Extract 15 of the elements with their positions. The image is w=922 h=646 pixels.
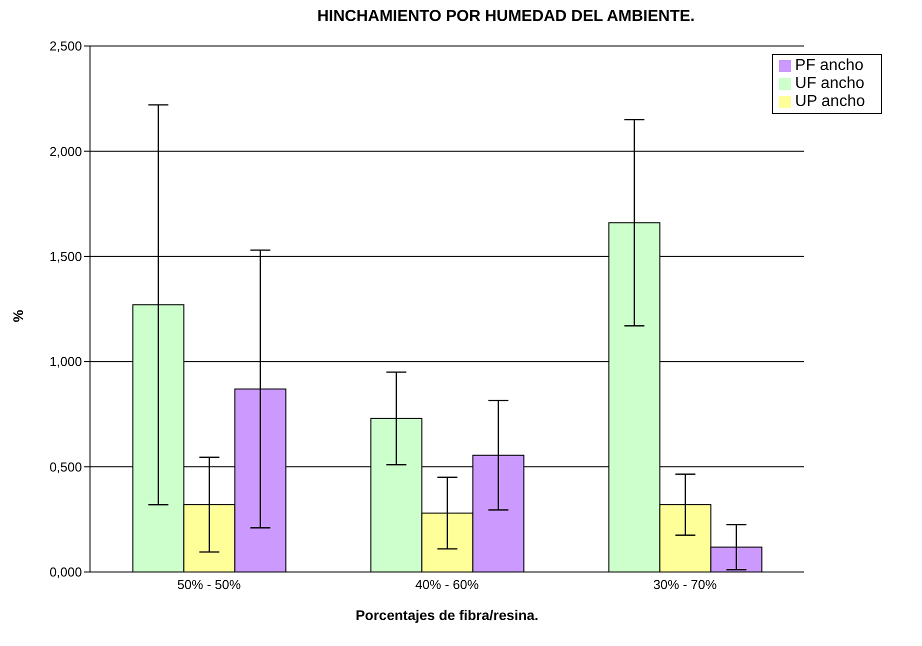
x-tick-label: 30% - 70% [653,577,718,592]
y-tick-label: 2,500 [49,38,82,54]
x-tick-label: 50% - 50% [177,577,242,592]
x-axis-title: Porcentajes de fibra/resina. [356,607,538,623]
chart-title: HINCHAMIENTO POR HUMEDAD DEL AMBIENTE. [316,8,696,26]
y-axis-title: % [10,308,26,324]
legend-label: PF ancho [795,57,864,74]
y-tick-label: 2,000 [49,144,82,159]
y-tick-label: 0,500 [49,459,82,474]
y-tick-label: 0,000 [49,564,82,580]
legend-label: UF ancho [795,75,864,92]
legend-label: UP ancho [795,93,865,110]
y-tick-label: 1,500 [49,249,82,264]
y-tick-label: 1,000 [49,354,82,370]
x-tick-label: 40% - 60% [415,577,480,592]
